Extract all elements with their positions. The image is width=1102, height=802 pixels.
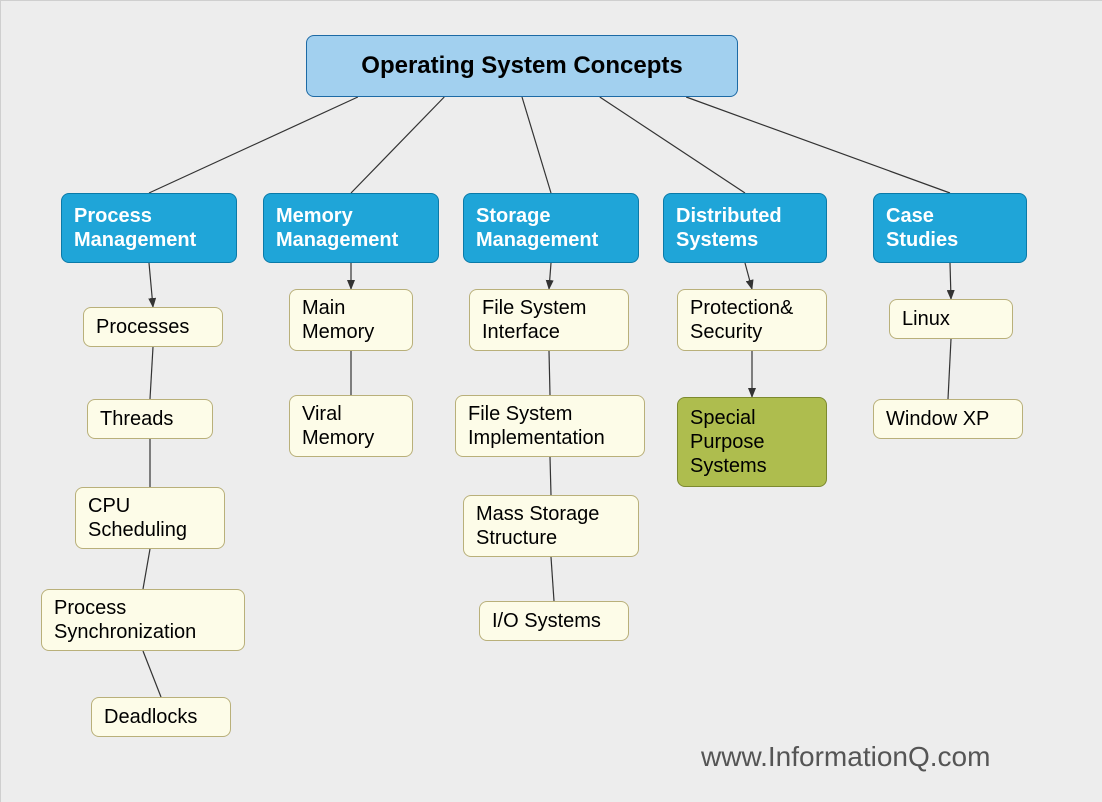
leaf-node-label: Viral Memory <box>302 402 374 450</box>
edge <box>149 97 358 193</box>
edge <box>686 97 950 193</box>
leaf-node-leaf-special: Special Purpose Systems <box>677 397 827 487</box>
leaf-node-label: File System Implementation <box>468 402 605 450</box>
leaf-node-label: Threads <box>100 407 173 431</box>
edge <box>143 651 161 697</box>
edge <box>549 351 550 395</box>
leaf-node-leaf-processes: Processes <box>83 307 223 347</box>
leaf-node-label: Mass Storage Structure <box>476 502 599 550</box>
leaf-node-leaf-threads: Threads <box>87 399 213 439</box>
diagram-stage: Operating System Concepts Process Manage… <box>0 0 1102 802</box>
root-node: Operating System Concepts <box>306 35 738 97</box>
category-node-cat-storage: Storage Management <box>463 193 639 263</box>
category-node-label: Case Studies <box>886 204 958 252</box>
leaf-node-leaf-linux: Linux <box>889 299 1013 339</box>
leaf-node-label: Special Purpose Systems <box>690 406 767 478</box>
leaf-node-leaf-viralmem: Viral Memory <box>289 395 413 457</box>
leaf-node-label: Protection& Security <box>690 296 793 344</box>
attribution-label: www.InformationQ.com <box>701 741 990 772</box>
edge <box>600 97 745 193</box>
category-node-cat-case: Case Studies <box>873 193 1027 263</box>
edge <box>549 263 551 289</box>
edge <box>950 263 951 299</box>
edge <box>149 263 153 307</box>
category-node-label: Memory Management <box>276 204 398 252</box>
root-label: Operating System Concepts <box>361 52 682 81</box>
leaf-node-label: CPU Scheduling <box>88 494 187 542</box>
leaf-node-label: Deadlocks <box>104 705 197 729</box>
leaf-node-leaf-fsiface: File System Interface <box>469 289 629 351</box>
attribution-text: www.InformationQ.com <box>701 741 990 773</box>
category-node-cat-memory: Memory Management <box>263 193 439 263</box>
leaf-node-leaf-deadlocks: Deadlocks <box>91 697 231 737</box>
leaf-node-leaf-masstorage: Mass Storage Structure <box>463 495 639 557</box>
leaf-node-label: File System Interface <box>482 296 586 344</box>
leaf-node-leaf-fsimpl: File System Implementation <box>455 395 645 457</box>
leaf-node-leaf-protection: Protection& Security <box>677 289 827 351</box>
leaf-node-leaf-mainmem: Main Memory <box>289 289 413 351</box>
leaf-node-label: Process Synchronization <box>54 596 196 644</box>
edge <box>948 339 951 399</box>
leaf-node-leaf-sync: Process Synchronization <box>41 589 245 651</box>
edge <box>150 347 153 399</box>
category-node-cat-process: Process Management <box>61 193 237 263</box>
leaf-node-leaf-winxp: Window XP <box>873 399 1023 439</box>
edge <box>522 97 551 193</box>
leaf-node-leaf-cpu: CPU Scheduling <box>75 487 225 549</box>
category-node-label: Process Management <box>74 204 196 252</box>
leaf-node-label: I/O Systems <box>492 609 601 633</box>
leaf-node-label: Processes <box>96 315 189 339</box>
edge <box>143 549 150 589</box>
edge <box>745 263 752 289</box>
leaf-node-label: Main Memory <box>302 296 374 344</box>
category-node-label: Distributed Systems <box>676 204 782 252</box>
edge <box>551 557 554 601</box>
edge <box>550 457 551 495</box>
leaf-node-leaf-io: I/O Systems <box>479 601 629 641</box>
category-node-label: Storage Management <box>476 204 598 252</box>
category-node-cat-distributed: Distributed Systems <box>663 193 827 263</box>
leaf-node-label: Linux <box>902 307 950 331</box>
leaf-node-label: Window XP <box>886 407 989 431</box>
edge <box>351 97 444 193</box>
